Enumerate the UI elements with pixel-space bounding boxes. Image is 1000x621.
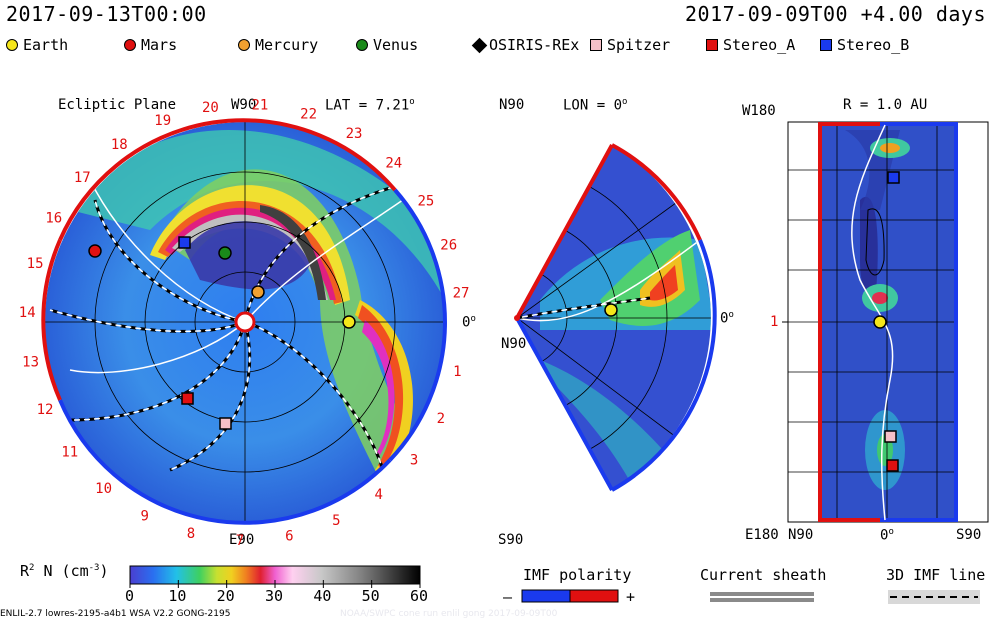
carrington-tick-label: 7 — [236, 533, 244, 549]
forecast-time-label: 2017-09-09T00 +4.00 days — [685, 2, 986, 26]
stereo-a-marker-icon — [181, 392, 194, 405]
carrington-tick-label: 19 — [154, 113, 171, 129]
imf-positive-swatch — [569, 589, 619, 603]
current-sheath-swatch — [710, 592, 814, 596]
legend-mercury: Mercury — [238, 36, 318, 54]
carrington-tick-label: 6 — [285, 528, 293, 544]
imf-negative-swatch — [521, 589, 571, 603]
mercury-marker-icon — [251, 285, 265, 299]
legend-stereo-b: Stereo_B — [820, 36, 909, 54]
spitzer-marker-icon — [884, 430, 897, 443]
carrington-tick-label: 16 — [45, 210, 62, 226]
ecliptic-lat-label: LAT = 7.21o — [325, 97, 415, 114]
carrington-tick-label: 26 — [440, 237, 457, 253]
stereo-b-marker-icon — [178, 236, 191, 249]
radial-plot — [782, 121, 989, 523]
imf-plus-label: + — [626, 588, 636, 606]
radial-top-label: W180 — [742, 103, 776, 119]
carrington-tick-label: 27 — [453, 285, 470, 301]
stereo-a-marker-icon — [706, 39, 718, 51]
meridional-top-label: N90 — [499, 97, 525, 113]
ecliptic-plane-plot — [41, 118, 447, 525]
carrington-tick-label: 22 — [300, 107, 317, 123]
radial-side-tick: 1 — [770, 314, 779, 330]
carrington-tick-label: 4 — [374, 487, 382, 503]
carrington-tick-label: 1 — [453, 364, 461, 380]
colorbar-tick-label: 20 — [216, 587, 235, 605]
carrington-tick-label: 3 — [410, 453, 418, 469]
legend-mars: Mars — [124, 36, 177, 54]
colorbar-tick-label: 40 — [313, 587, 332, 605]
ecliptic-title: Ecliptic Plane — [58, 97, 177, 113]
radial-x-label-0: 0o — [880, 527, 894, 544]
imf-line-label: 3D IMF line — [886, 566, 986, 584]
carrington-tick-label: 14 — [19, 305, 36, 321]
radial-bottom-left-label: E180 — [745, 527, 779, 543]
carrington-tick-label: 20 — [202, 100, 219, 116]
carrington-tick-label: 25 — [417, 193, 434, 209]
legend-stereo-a: Stereo_A — [706, 36, 795, 54]
carrington-tick-label: 21 — [251, 98, 268, 114]
mars-marker-icon — [88, 244, 102, 258]
meridional-lon-label: LON = 0o — [563, 97, 628, 114]
watermark-footer: NOAA/SWPC cone run enlil gong 2017-09-09… — [340, 609, 558, 619]
colorbar-title: R2 N (cm-3) — [20, 562, 109, 580]
carrington-tick-label: 8 — [187, 526, 195, 542]
imf-minus-label: – — [503, 588, 513, 606]
spitzer-marker-icon — [219, 417, 232, 430]
mars-marker-icon — [124, 39, 136, 51]
venus-marker-icon — [218, 246, 232, 260]
radial-x-label-n90: N90 — [788, 527, 814, 543]
earth-marker-icon — [873, 315, 887, 329]
venus-marker-icon — [356, 39, 368, 51]
stereo-b-marker-icon — [820, 39, 832, 51]
meridional-bottom-label: S90 — [498, 532, 524, 548]
legend-spitzer: Spitzer — [590, 36, 670, 54]
carrington-tick-label: 11 — [61, 445, 78, 461]
carrington-tick-label: 9 — [140, 509, 148, 525]
legend-venus: Venus — [356, 36, 418, 54]
current-sheath-label: Current sheath — [700, 566, 827, 584]
earth-marker-icon — [604, 303, 618, 317]
meridional-plot — [514, 143, 717, 492]
imf-polarity-title: IMF polarity — [523, 566, 632, 584]
carrington-tick-label: 17 — [74, 170, 91, 186]
carrington-tick-label: 13 — [22, 355, 39, 371]
carrington-tick-label: 2 — [437, 411, 445, 427]
legend-osiris-rex: OSIRIS-REx — [471, 36, 579, 54]
carrington-tick-label: 5 — [332, 513, 340, 529]
model-footer: ENLIL-2.7 lowres-2195-a4b1 WSA V2.2 GONG… — [0, 609, 231, 619]
earth-marker-icon — [6, 39, 18, 51]
sun-icon — [234, 311, 256, 333]
meridional-left-label: N90 — [501, 336, 527, 352]
carrington-tick-label: 12 — [37, 402, 54, 418]
mercury-marker-icon — [238, 39, 250, 51]
spitzer-marker-icon — [590, 39, 602, 51]
carrington-tick-label: 15 — [27, 256, 44, 272]
carrington-tick-label: 18 — [111, 137, 128, 153]
stereo-b-marker-icon — [887, 171, 900, 184]
radial-x-label-s90: S90 — [956, 527, 982, 543]
ecliptic-right-label: 0o — [462, 314, 476, 331]
meridional-right-label: 0o — [720, 310, 734, 327]
colorbar-tick-label: 60 — [410, 587, 429, 605]
ecliptic-top-label: W90 — [231, 97, 257, 113]
colorbar-tick-label: 0 — [125, 587, 135, 605]
body-legend: Earth Mars Mercury Venus OSIRIS-REx Spit… — [6, 36, 996, 58]
run-time-label: 2017-09-13T00:00 — [6, 2, 207, 26]
colorbar-tick-label: 30 — [265, 587, 284, 605]
stereo-a-marker-icon — [886, 459, 899, 472]
imf-line-swatch — [888, 590, 980, 604]
colorbar-tick-label: 10 — [168, 587, 187, 605]
earth-marker-icon — [342, 315, 356, 329]
ecliptic-bottom-label: E90 — [229, 532, 255, 548]
carrington-tick-label: 10 — [95, 481, 112, 497]
colorbar-tick-label: 50 — [361, 587, 380, 605]
carrington-tick-label: 24 — [385, 156, 402, 172]
carrington-tick-label: 23 — [346, 126, 363, 142]
legend-earth: Earth — [6, 36, 68, 54]
radial-r-label: R = 1.0 AU — [843, 97, 928, 113]
